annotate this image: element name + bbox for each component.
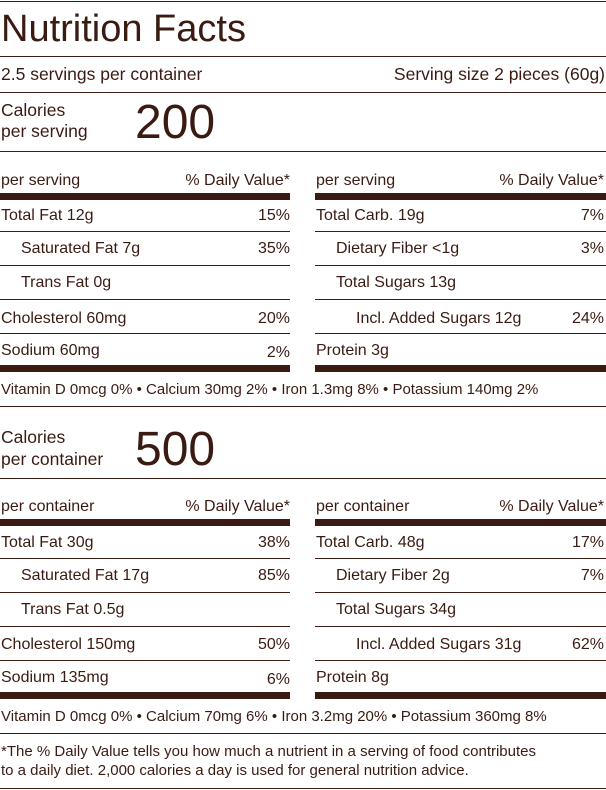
nutrient-cholesterol: Cholesterol 60mg (1, 310, 127, 327)
row-divider (315, 299, 606, 300)
calories-label-serving: Calories (1, 100, 66, 120)
dv-sodium: 2% (266, 344, 290, 361)
right-col-header: per serving (316, 172, 396, 189)
calories-sublabel-container: per container (1, 449, 104, 469)
row-divider (0, 231, 290, 232)
dv-total-carb: 7% (580, 207, 604, 224)
dv-added-sugars: 62% (571, 636, 604, 653)
row-divider (315, 231, 606, 232)
servings-rule (0, 92, 606, 93)
dv-cholesterol: 50% (257, 636, 290, 653)
nutrient-total-sugars: Total Sugars 13g (336, 274, 457, 291)
nutrient-trans-fat: Trans Fat 0.5g (21, 601, 125, 618)
nutrient-trans-fat: Trans Fat 0g (21, 274, 112, 291)
dv-added-sugars: 24% (571, 310, 604, 327)
calories-label-container: Calories (1, 427, 66, 447)
left-footer-bar (0, 365, 290, 372)
row-divider (0, 660, 290, 661)
row-divider (315, 626, 606, 627)
nutrient-protein: Protein 3g (316, 342, 389, 359)
row-divider (315, 333, 606, 334)
left-col-dv-header: % Daily Value* (185, 172, 290, 189)
left-col-dv-header: % Daily Value* (185, 498, 290, 515)
dv-dietary-fiber: 3% (580, 240, 604, 257)
row-divider (315, 558, 606, 559)
vitamins-container-rule (0, 733, 606, 734)
nutrient-saturated-fat: Saturated Fat 7g (21, 240, 141, 257)
nutrient-total-carb: Total Carb. 48g (316, 534, 425, 551)
left-header-bar (0, 193, 290, 200)
nutrient-dietary-fiber: Dietary Fiber <1g (336, 240, 460, 257)
nutrient-saturated-fat: Saturated Fat 17g (21, 567, 150, 584)
footnote-line-1: *The % Daily Value tells you how much a … (1, 743, 537, 760)
right-header-bar (315, 519, 606, 526)
top-rule (0, 1, 606, 2)
nutrient-cholesterol: Cholesterol 150mg (1, 636, 136, 653)
nutrient-total-fat: Total Fat 30g (1, 534, 94, 551)
vitamins-container: Vitamin D 0mcg 0% • Calcium 70mg 6% • Ir… (1, 708, 547, 725)
right-footer-bar (315, 365, 606, 372)
row-divider (0, 265, 290, 266)
row-divider (315, 592, 606, 593)
row-divider (0, 558, 290, 559)
vitamins-serving-rule (0, 406, 606, 407)
vitamins-serving: Vitamin D 0mcg 0% • Calcium 30mg 2% • Ir… (1, 381, 539, 398)
right-col-header: per container (316, 498, 410, 515)
nutrient-sodium: Sodium 60mg (1, 342, 100, 359)
nutrient-added-sugars: Incl. Added Sugars 12g (356, 310, 522, 327)
right-col-dv-header: % Daily Value* (499, 172, 604, 189)
dv-sodium: 6% (266, 671, 290, 688)
nutrient-dietary-fiber: Dietary Fiber 2g (336, 567, 450, 584)
bottom-rule (0, 788, 606, 789)
calories-sublabel-serving: per serving (1, 121, 88, 141)
serving-size: Serving size 2 pieces (60g) (393, 64, 605, 84)
row-divider (315, 265, 606, 266)
row-divider (0, 333, 290, 334)
left-header-bar (0, 519, 290, 526)
dv-total-fat: 15% (257, 207, 290, 224)
label-title: Nutrition Facts (1, 8, 246, 50)
dv-cholesterol: 20% (257, 310, 290, 327)
calories-container-rule (0, 478, 606, 479)
dv-dietary-fiber: 7% (580, 567, 604, 584)
row-divider (315, 660, 606, 661)
servings-per-container: 2.5 servings per container (1, 64, 203, 84)
left-footer-bar (0, 692, 290, 699)
right-header-bar (315, 193, 606, 200)
nutrient-added-sugars: Incl. Added Sugars 31g (356, 636, 522, 653)
row-divider (0, 626, 290, 627)
title-rule (0, 56, 606, 57)
nutrient-total-fat: Total Fat 12g (1, 207, 94, 224)
dv-saturated-fat: 85% (257, 567, 290, 584)
left-col-header: per serving (1, 172, 81, 189)
dv-saturated-fat: 35% (257, 240, 290, 257)
nutrient-sodium: Sodium 135mg (1, 669, 109, 686)
right-col-dv-header: % Daily Value* (499, 498, 604, 515)
footnote-line-2: to a daily diet. 2,000 calories a day is… (1, 762, 469, 779)
left-col-header: per container (1, 498, 95, 515)
right-footer-bar (315, 692, 606, 699)
row-divider (0, 592, 290, 593)
row-divider (0, 299, 290, 300)
nutrient-total-carb: Total Carb. 19g (316, 207, 425, 224)
nutrient-protein: Protein 8g (316, 669, 389, 686)
calories-serving-rule (0, 151, 606, 152)
dv-total-carb: 17% (571, 534, 604, 551)
nutrient-total-sugars: Total Sugars 34g (336, 601, 457, 618)
calories-value-serving: 200 (135, 96, 216, 149)
dv-total-fat: 38% (257, 534, 290, 551)
calories-value-container: 500 (135, 423, 216, 476)
